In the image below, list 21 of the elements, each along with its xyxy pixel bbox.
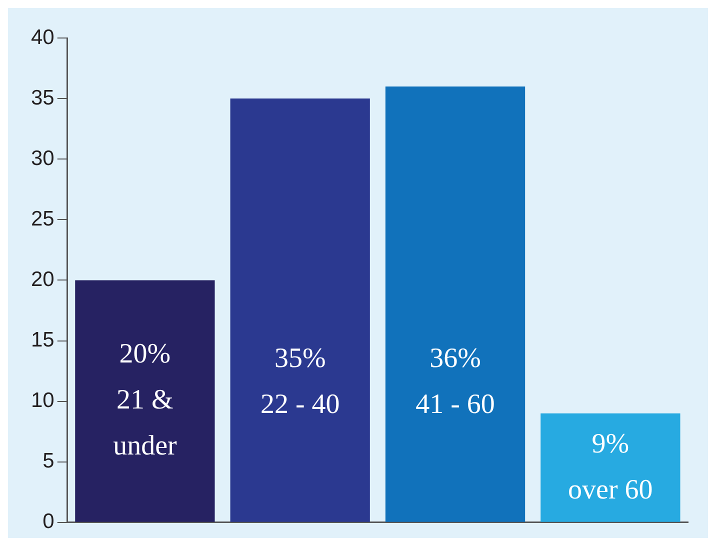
y-tick-label: 40 bbox=[31, 26, 54, 49]
x-tick-label: 21 & under bbox=[113, 384, 178, 462]
y-tick-label: 30 bbox=[31, 146, 54, 170]
y-tick-label: 15 bbox=[31, 328, 54, 352]
data-label: 20% bbox=[119, 338, 171, 370]
data-label: 35% bbox=[274, 342, 326, 374]
bar bbox=[540, 413, 680, 522]
bar bbox=[385, 86, 526, 522]
y-tick-label: 20 bbox=[31, 268, 54, 291]
x-tick-label: over 60 bbox=[568, 474, 653, 506]
y-tick-label: 35 bbox=[31, 86, 54, 110]
data-label: 9% bbox=[592, 428, 630, 460]
y-tick-label: 25 bbox=[31, 207, 54, 230]
data-label: 36% bbox=[430, 342, 481, 374]
y-tick-label: 10 bbox=[31, 389, 54, 412]
x-tick-label: 22 - 40 bbox=[260, 388, 340, 420]
y-tick-label: 5 bbox=[42, 450, 54, 473]
bar bbox=[75, 280, 215, 522]
y-tick-label: 0 bbox=[42, 510, 54, 534]
x-tick-label: 41 - 60 bbox=[416, 388, 495, 420]
bar bbox=[230, 98, 370, 522]
